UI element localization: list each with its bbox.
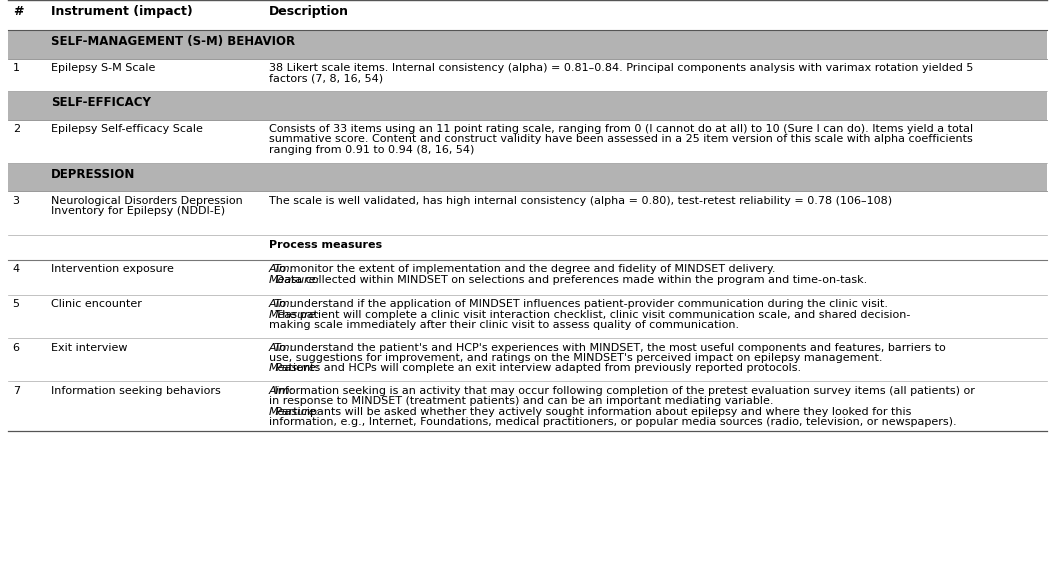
Text: use, suggestions for improvement, and ratings on the MINDSET's perceived impact : use, suggestions for improvement, and ra… xyxy=(269,353,883,363)
Text: Measure:: Measure: xyxy=(269,310,321,320)
Text: Epilepsy S-M Scale: Epilepsy S-M Scale xyxy=(51,63,155,73)
Text: 38 Likert scale items. Internal consistency (alpha) = 0.81–0.84. Principal compo: 38 Likert scale items. Internal consiste… xyxy=(269,63,974,73)
Text: DEPRESSION: DEPRESSION xyxy=(51,168,135,180)
Text: Patients and HCPs will complete an exit interview adapted from previously report: Patients and HCPs will complete an exit … xyxy=(272,363,801,373)
Text: 3: 3 xyxy=(13,196,20,206)
Text: 5: 5 xyxy=(13,299,20,309)
Text: Information seeking behaviors: Information seeking behaviors xyxy=(51,386,220,396)
Text: 2: 2 xyxy=(13,124,20,134)
Text: Information seeking is an activity that may occur following completion of the pr: Information seeking is an activity that … xyxy=(270,386,975,396)
Text: Exit interview: Exit interview xyxy=(51,343,128,353)
Bar xyxy=(8,163,1047,191)
Text: Aim:: Aim: xyxy=(269,386,294,396)
Text: SELF-MANAGEMENT (S-M) BEHAVIOR: SELF-MANAGEMENT (S-M) BEHAVIOR xyxy=(51,35,294,48)
Text: Neurological Disorders Depression: Neurological Disorders Depression xyxy=(51,196,243,206)
Text: 7: 7 xyxy=(13,386,20,396)
Text: Clinic encounter: Clinic encounter xyxy=(51,299,141,309)
Text: #: # xyxy=(13,5,23,18)
Text: To understand if the application of MINDSET influences patient-provider communic: To understand if the application of MIND… xyxy=(270,299,887,309)
Text: Measure:: Measure: xyxy=(269,407,321,417)
Text: 1: 1 xyxy=(13,63,20,73)
Text: information, e.g., Internet, Foundations, medical practitioners, or popular medi: information, e.g., Internet, Foundations… xyxy=(269,417,957,427)
Text: Data collected within MINDSET on selections and preferences made within the prog: Data collected within MINDSET on selecti… xyxy=(272,275,867,285)
Text: Inventory for Epilepsy (NDDI-E): Inventory for Epilepsy (NDDI-E) xyxy=(51,206,225,216)
Bar xyxy=(8,91,1047,120)
Text: in response to MINDSET (treatment patients) and can be an important mediating va: in response to MINDSET (treatment patien… xyxy=(269,397,773,407)
Text: Process measures: Process measures xyxy=(269,240,382,250)
Text: Measure:: Measure: xyxy=(269,275,321,285)
Text: 6: 6 xyxy=(13,343,20,353)
Bar xyxy=(8,30,1047,59)
Text: Aim:: Aim: xyxy=(269,264,294,274)
Text: factors (7, 8, 16, 54): factors (7, 8, 16, 54) xyxy=(269,74,383,84)
Text: The patient will complete a clinic visit interaction checklist, clinic visit com: The patient will complete a clinic visit… xyxy=(272,310,910,320)
Text: 4: 4 xyxy=(13,264,20,274)
Text: To understand the patient's and HCP's experiences with MINDSET, the most useful : To understand the patient's and HCP's ex… xyxy=(270,343,945,353)
Text: Aim:: Aim: xyxy=(269,299,294,309)
Text: To monitor the extent of implementation and the degree and fidelity of MINDSET d: To monitor the extent of implementation … xyxy=(270,264,775,274)
Text: Measure:: Measure: xyxy=(269,363,321,373)
Text: Consists of 33 items using an 11 point rating scale, ranging from 0 (I cannot do: Consists of 33 items using an 11 point r… xyxy=(269,124,973,134)
Text: Aim:: Aim: xyxy=(269,343,294,353)
Text: Instrument (impact): Instrument (impact) xyxy=(51,5,192,18)
Text: SELF-EFFICACY: SELF-EFFICACY xyxy=(51,96,151,109)
Text: Participants will be asked whether they actively sought information about epilep: Participants will be asked whether they … xyxy=(272,407,912,417)
Text: Description: Description xyxy=(269,5,349,18)
Text: Intervention exposure: Intervention exposure xyxy=(51,264,173,274)
Text: summative score. Content and construct validity have been assessed in a 25 item : summative score. Content and construct v… xyxy=(269,135,973,145)
Text: making scale immediately after their clinic visit to assess quality of communica: making scale immediately after their cli… xyxy=(269,320,740,330)
Text: ranging from 0.91 to 0.94 (8, 16, 54): ranging from 0.91 to 0.94 (8, 16, 54) xyxy=(269,145,475,155)
Text: Epilepsy Self-efficacy Scale: Epilepsy Self-efficacy Scale xyxy=(51,124,203,134)
Text: The scale is well validated, has high internal consistency (alpha = 0.80), test-: The scale is well validated, has high in… xyxy=(269,196,893,206)
